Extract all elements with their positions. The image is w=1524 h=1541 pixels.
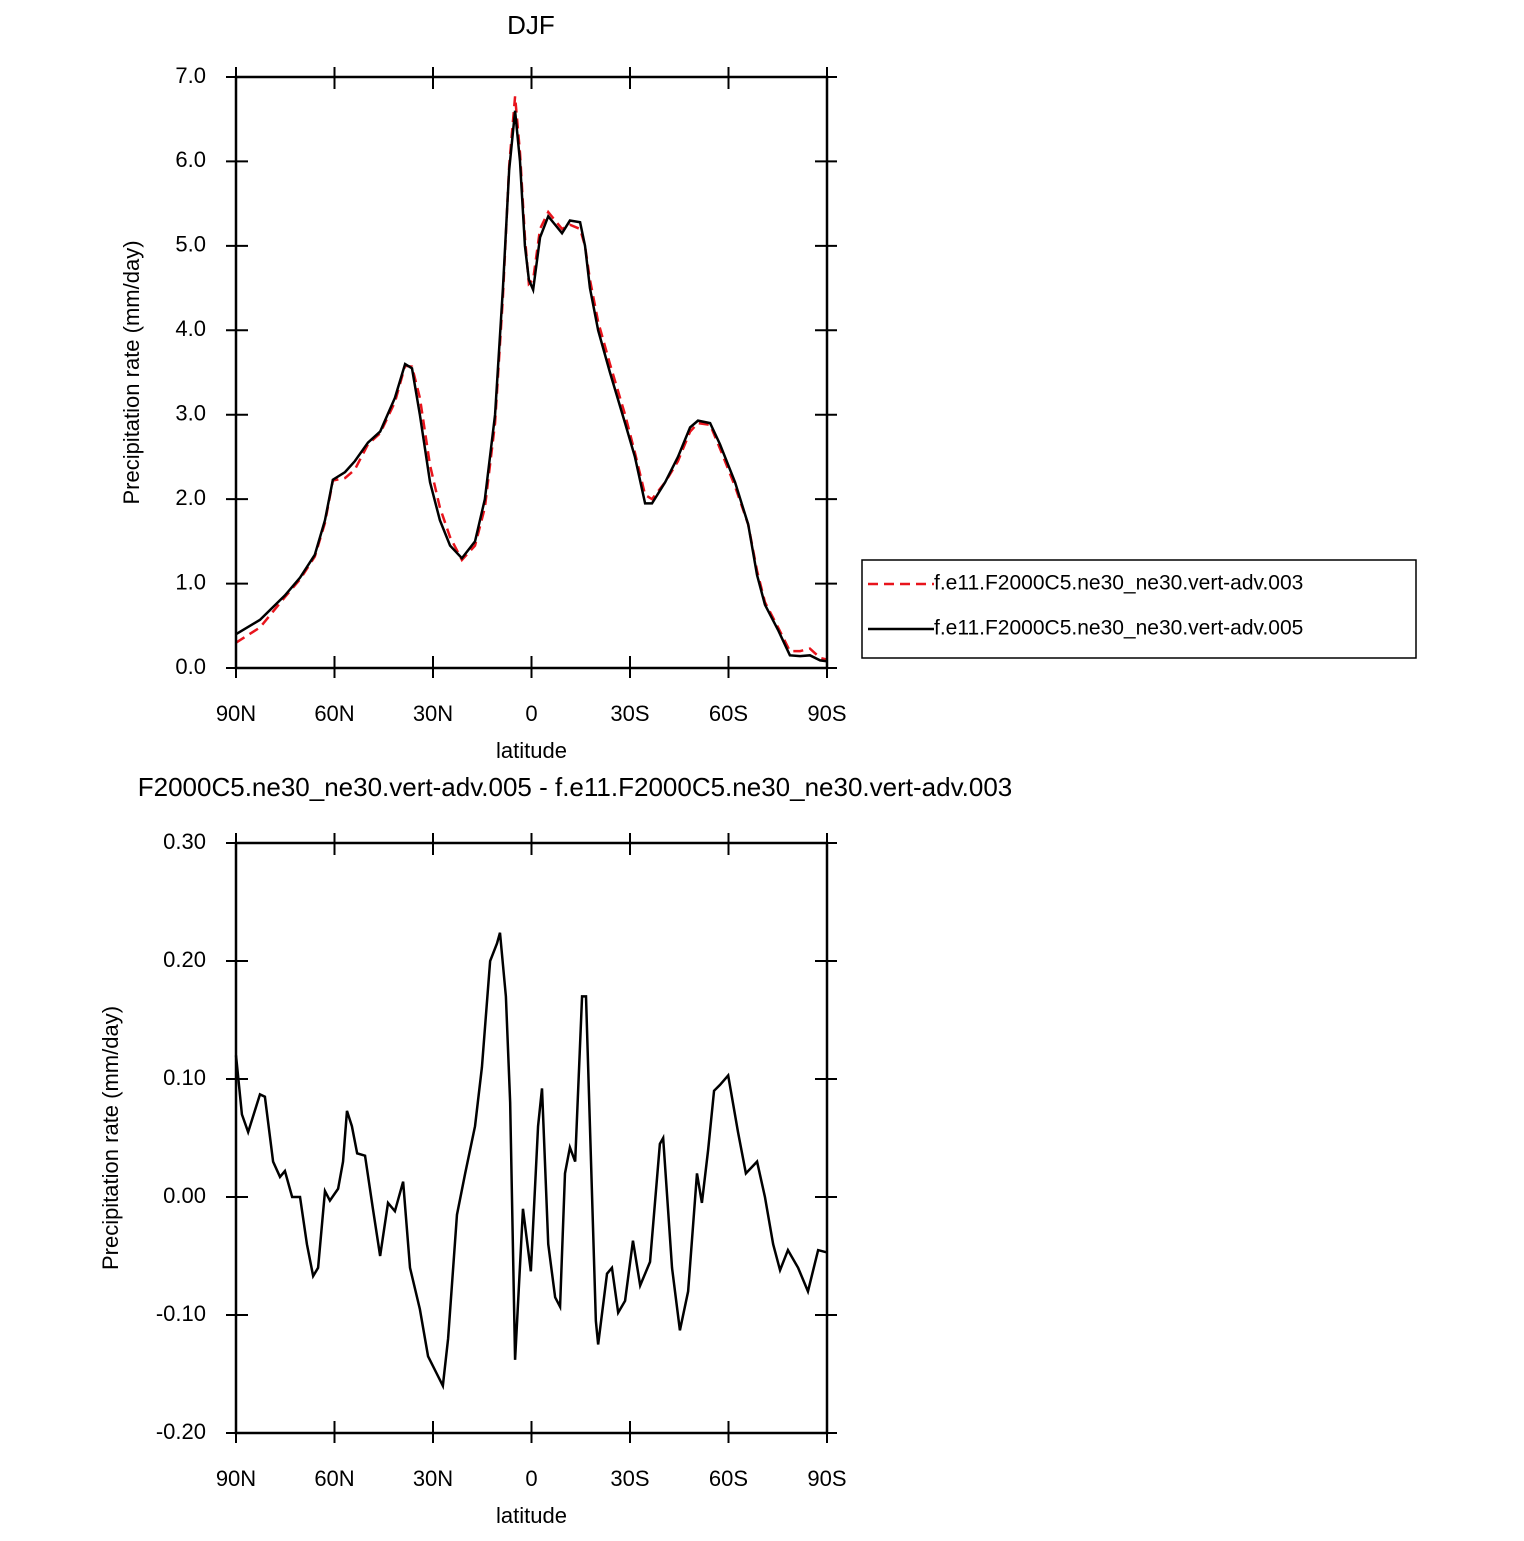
x-tick-label: 60S <box>709 1466 748 1491</box>
x-axis-label: latitude <box>496 1503 567 1528</box>
y-tick-label: -0.10 <box>156 1301 206 1326</box>
x-axis-label: latitude <box>496 738 567 763</box>
x-tick-label: 60N <box>314 701 354 726</box>
y-tick-label: 0.00 <box>163 1183 206 1208</box>
legend-label: f.e11.F2000C5.ne30_ne30.vert-adv.003 <box>934 572 1303 595</box>
data-line <box>235 110 828 663</box>
y-tick-label: 4.0 <box>175 316 206 341</box>
y-tick-label: 0.0 <box>175 654 206 679</box>
legend-label: f.e11.F2000C5.ne30_ne30.vert-adv.005 <box>934 617 1303 640</box>
x-tick-label: 30S <box>610 1466 649 1491</box>
x-tick-label: 0 <box>525 1466 537 1491</box>
data-line <box>234 932 828 1391</box>
x-tick-label: 90N <box>216 701 256 726</box>
data-line <box>235 96 828 661</box>
y-tick-label: 1.0 <box>175 569 206 594</box>
x-tick-label: 60N <box>314 1466 354 1491</box>
y-tick-label: 6.0 <box>175 147 206 172</box>
y-tick-label: 0.30 <box>163 829 206 854</box>
x-tick-label: 30N <box>413 1466 453 1491</box>
plot-frame <box>234 75 829 670</box>
x-tick-label: 30S <box>610 701 649 726</box>
x-tick-label: 90S <box>807 1466 846 1491</box>
y-axis-label: Precipitation rate (mm/day) <box>98 1006 123 1270</box>
x-tick-label: 60S <box>709 701 748 726</box>
y-tick-label: 3.0 <box>175 401 206 426</box>
x-tick-label: 30N <box>413 701 453 726</box>
y-tick-label: 7.0 <box>175 63 206 88</box>
y-tick-label: 2.0 <box>175 485 206 510</box>
chart-title: DJF <box>507 10 555 40</box>
plot-frame <box>234 841 829 1435</box>
y-tick-label: 5.0 <box>175 232 206 257</box>
y-axis-label: Precipitation rate (mm/day) <box>119 240 144 504</box>
y-tick-label: -0.20 <box>156 1419 206 1444</box>
chart-title: F2000C5.ne30_ne30.vert-adv.005 - f.e11.F… <box>138 772 1013 802</box>
legend-box <box>861 559 1417 659</box>
x-tick-label: 90N <box>216 1466 256 1491</box>
y-tick-label: 0.20 <box>163 947 206 972</box>
x-tick-label: 0 <box>525 701 537 726</box>
x-tick-label: 90S <box>807 701 846 726</box>
y-tick-label: 0.10 <box>163 1065 206 1090</box>
